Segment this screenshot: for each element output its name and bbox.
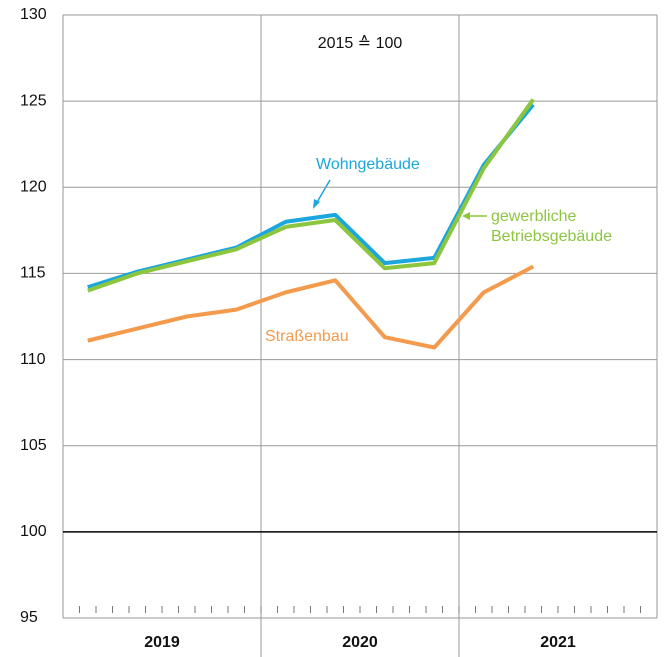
y-tick-label: 120	[20, 179, 47, 196]
x-tick-label: 2021	[540, 634, 576, 651]
annotation: 2015 ≙ 100	[318, 35, 403, 52]
x-tick-label: 2019	[144, 634, 180, 651]
y-tick-label: 125	[20, 92, 47, 109]
y-tick-label: 115	[20, 265, 46, 282]
x-tick-label: 2020	[342, 634, 378, 651]
arrow-head	[313, 199, 320, 209]
series-label: Wohngebäude	[316, 156, 420, 173]
arrow	[315, 179, 331, 205]
series-label: gewerbliche Betriebsgebäude	[491, 208, 612, 245]
arrow-head	[462, 212, 470, 220]
series-label: Straßenbau	[265, 328, 349, 345]
y-tick-label: 100	[20, 523, 47, 540]
series-line	[87, 264, 535, 350]
series-line	[87, 98, 535, 293]
y-tick-label: 130	[20, 6, 47, 23]
y-tick-label: 105	[20, 437, 47, 454]
y-tick-label: 110	[20, 351, 46, 368]
y-tick-label: 95	[20, 609, 38, 626]
series-line	[87, 103, 535, 290]
